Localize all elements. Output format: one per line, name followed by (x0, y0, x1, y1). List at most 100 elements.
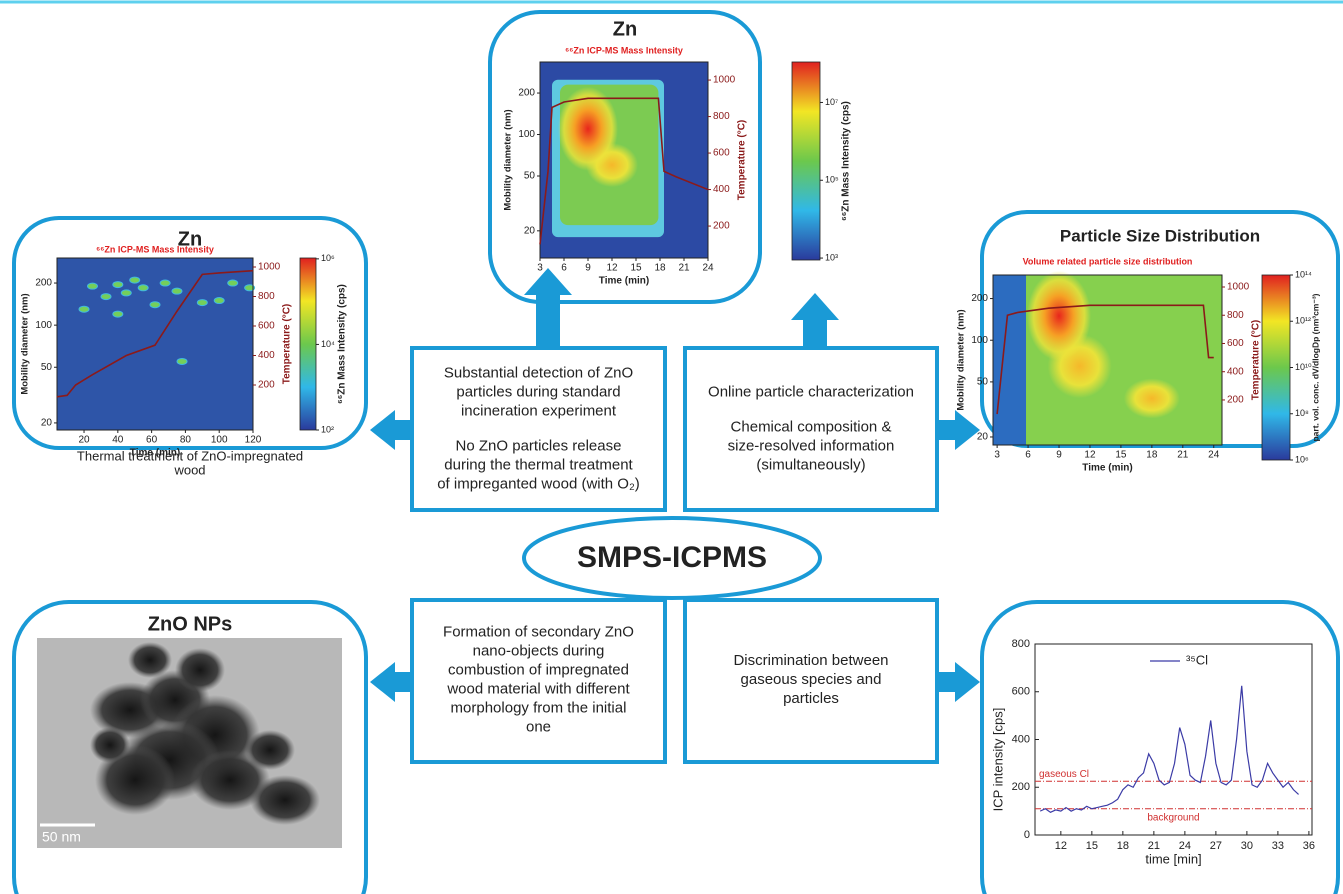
x-tick-label: 24 (1208, 450, 1220, 461)
arrow-left (370, 410, 412, 450)
x-axis-label: Time (min) (599, 276, 649, 287)
box-text: (simultaneously) (756, 456, 865, 473)
tem-particle (250, 775, 320, 825)
x-tick-label: 15 (1086, 840, 1098, 852)
x-tick-label: 12 (1055, 840, 1067, 852)
heatmap-spot (101, 294, 111, 300)
arrow-up (791, 293, 839, 348)
heatmap-spot (214, 298, 224, 304)
y-tick-label: 400 (1012, 733, 1030, 745)
x-tick-label: 3 (537, 263, 543, 274)
colorbar-tick-label: 10⁷ (825, 97, 838, 107)
panel-subtitle: ⁶⁶Zn ICP-MS Mass Intensity (96, 244, 214, 254)
y-axis-label: ICP intensity [cps] (990, 708, 1005, 812)
box-text: Formation of secondary ZnO (443, 623, 634, 640)
x-axis-label: time [min] (1145, 851, 1201, 866)
x-tick-label: 15 (1115, 450, 1127, 461)
x-tick-label: 100 (211, 435, 228, 446)
scale-label: 50 nm (42, 829, 81, 845)
reference-label: background (1147, 812, 1199, 823)
x-tick-label: 6 (1025, 450, 1031, 461)
tem-particle (175, 648, 225, 692)
colorbar (300, 258, 316, 430)
y-tick-label: 20 (41, 418, 53, 429)
y-tick-label: 200 (35, 278, 52, 289)
heatmap-hot (1124, 378, 1180, 418)
y2-tick-label: 600 (1227, 338, 1244, 349)
box-text: Chemical composition & (731, 418, 892, 435)
legend-label: ³⁵Cl (1186, 652, 1208, 667)
colorbar-tick-label: 10² (321, 424, 334, 434)
heatmap-spot (87, 283, 97, 289)
y2-tick-label: 1000 (258, 262, 281, 273)
x-tick-label: 60 (146, 435, 158, 446)
box-text: particles during standard (456, 383, 620, 400)
y2-tick-label: 200 (1227, 395, 1244, 406)
x-tick-label: 6 (561, 263, 567, 274)
tem-particle (245, 730, 295, 770)
box-text: combustion of impregnated (448, 661, 629, 678)
heatmap-spot (177, 358, 187, 364)
y-tick-label: 100 (971, 335, 988, 346)
colorbar-tick-label: 10⁶ (1295, 454, 1309, 464)
y2-tick-label: 400 (1227, 366, 1244, 377)
heatmap-spot (79, 306, 89, 312)
y2-tick-label: 800 (258, 291, 275, 302)
arrow-right (937, 410, 980, 450)
y2-tick-label: 600 (258, 321, 275, 332)
y2-tick-label: 1000 (1227, 282, 1250, 293)
y-tick-label: 0 (1024, 829, 1030, 841)
heatmap-spot (130, 277, 140, 283)
colorbar-label: part. vol. conc. dV/dlogDp (nm³cm⁻³) (1310, 293, 1320, 441)
y2-tick-label: 1000 (713, 75, 736, 86)
x-tick-label: 21 (678, 263, 690, 274)
y2-tick-label: 800 (713, 111, 730, 122)
box-text: gaseous species and (741, 671, 882, 688)
colorbar-tick-label: 10⁸ (1295, 408, 1309, 418)
y-tick-label: 50 (977, 377, 989, 388)
colorbar-label: ⁶⁶Zn Mass Intensity (cps) (337, 284, 348, 404)
heatmap-spot (113, 282, 123, 288)
box-text: during the thermal treatment (444, 456, 633, 473)
x-tick-label: 21 (1177, 450, 1189, 461)
colorbar (792, 62, 820, 260)
heatmap-spot (228, 280, 238, 286)
colorbar-tick-label: 10³ (825, 252, 838, 262)
x-axis-label: Time (min) (1082, 463, 1132, 474)
y2-tick-label: 600 (713, 148, 730, 159)
y-tick-label: 50 (41, 362, 53, 373)
box-text: particles (783, 690, 839, 707)
x-tick-label: 18 (654, 263, 666, 274)
x-tick-label: 18 (1146, 450, 1158, 461)
y-tick-label: 200 (1012, 781, 1030, 793)
y-tick-label: 20 (977, 432, 989, 443)
graphical-abstract: SMPS-ICPMS Substantial detection of ZnOp… (0, 0, 1343, 894)
x-tick-label: 24 (702, 263, 714, 274)
x-tick-label: 18 (1117, 840, 1129, 852)
box-text: one (526, 718, 551, 735)
panel-subtitle: ⁶⁶Zn ICP-MS Mass Intensity (565, 45, 683, 55)
y-axis-label: Mobility diameter (nm) (503, 109, 514, 210)
x-tick-label: 27 (1210, 840, 1222, 852)
panel-title: ZnO NPs (148, 613, 232, 635)
colorbar-tick-label: 10¹⁴ (1295, 269, 1312, 279)
x-tick-label: 36 (1303, 840, 1315, 852)
y-tick-label: 100 (518, 129, 535, 140)
panel-caption: Thermal treatment of ZnO-impregnated (77, 448, 303, 463)
x-tick-label: 3 (994, 450, 1000, 461)
box-text: morphology from the initial (451, 699, 627, 716)
x-tick-label: 15 (630, 263, 642, 274)
x-tick-label: 12 (1084, 450, 1096, 461)
heatmap-spot (138, 285, 148, 291)
colorbar-tick-label: 10⁶ (321, 253, 335, 263)
y-tick-label: 50 (524, 171, 536, 182)
colorbar (1262, 275, 1290, 460)
tem-particle (128, 642, 172, 678)
x-tick-label: 12 (606, 263, 618, 274)
x-tick-label: 24 (1179, 840, 1191, 852)
box-text: Discrimination between (733, 652, 888, 669)
heatmap-spot (121, 290, 131, 296)
box-text: of impreganted wood (with O₂) (437, 475, 640, 492)
reference-label: gaseous Cl (1039, 769, 1089, 780)
y2-axis-label: Temperature (°C) (282, 304, 293, 385)
